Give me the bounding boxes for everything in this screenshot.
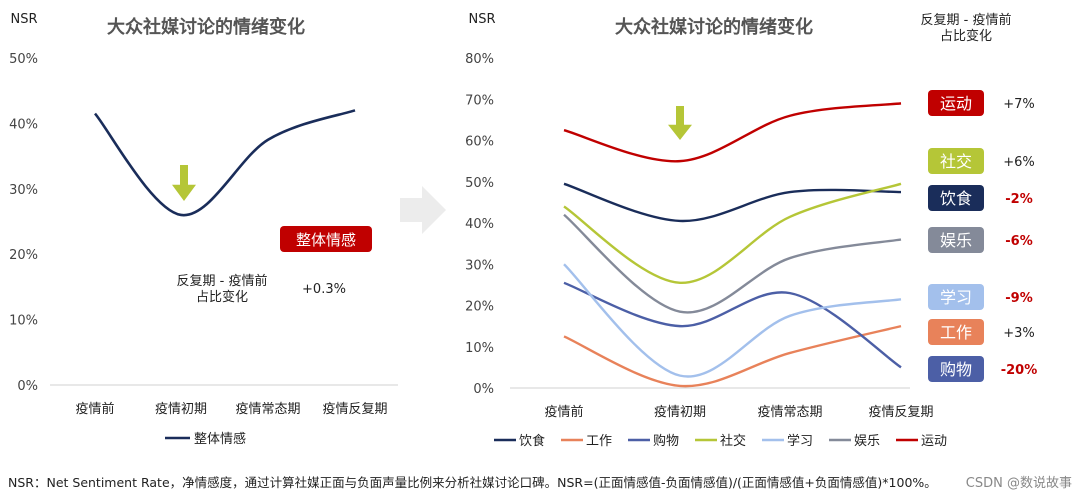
legend-label: 学习 [787,433,813,449]
series-tag: 社交 +6% [928,148,1035,174]
x-tick-label: 疫情初期 [654,404,706,420]
series-line-娱乐 [563,213,902,314]
legend-item: 学习 [762,433,813,449]
x-tick-label: 疫情前 [544,404,583,420]
right-chart: NSR 大众社媒讨论的情绪变化 反复期 - 疫情前占比变化 0% 10% 20% 30% 40… [465,12,1037,449]
series-tag-box [928,319,984,345]
series-line-购物 [563,281,902,369]
series-tag-label: 饮食 [940,189,972,208]
series-tag-label: 社交 [940,152,972,171]
series-tag-change: +3% [1003,326,1035,341]
series-tag: 工作 +3% [928,319,1035,345]
series-tag-box [928,284,984,310]
change-value: +0.3% [302,282,346,297]
watermark: CSDN @数说故事 [965,476,1072,491]
series-tag: 娱乐 -6% [928,227,1033,253]
y-tick-label: 30% [9,183,38,198]
series-line-社交 [563,182,902,285]
series-tag: 学习 -9% [928,284,1033,310]
change-header: 反复期 - 疫情前占比变化 [921,12,1012,44]
series-tag: 饮食 -2% [928,185,1033,211]
legend-label: 整体情感 [194,431,246,447]
y-tick-label: 40% [465,217,494,232]
y-tick-label: 0% [473,382,494,397]
series-tag-change: -20% [1001,363,1038,378]
y-tick-label: 20% [465,300,494,315]
y-axis-label: NSR [468,12,495,27]
legend-item: 工作 [561,434,612,449]
footer-note: NSR：Net Sentiment Rate，净情感度，通过计算社媒正面与负面声… [8,475,937,490]
series-tag-label: 运动 [940,94,972,113]
y-tick-label: 10% [465,341,494,356]
legend-item: 社交 [695,433,746,449]
y-tick-label: 50% [465,176,494,191]
series-tag-label: 学习 [940,288,972,307]
series-line-运动 [563,102,902,163]
series-tag: 运动 +7% [928,90,1035,116]
legend-item: 娱乐 [829,434,880,449]
x-tick-label: 疫情常态期 [235,401,300,417]
legend-item: 运动 [896,434,947,449]
y-axis-label: NSR [10,12,37,27]
legend-label: 购物 [653,433,679,449]
x-tick-label: 疫情初期 [155,401,207,417]
y-tick-label: 10% [9,314,38,329]
y-tick-label: 80% [465,52,494,67]
series-tag: 购物 -20% [928,356,1037,382]
chart-title: 大众社媒讨论的情绪变化 [615,16,813,38]
down-arrow-icon [172,165,196,201]
overall-tag-label: 整体情感 [296,231,356,249]
y-tick-label: 70% [465,93,494,108]
legend-label: 运动 [921,434,947,449]
series-tag-box [928,148,984,174]
down-arrow-icon [668,106,692,140]
transition-arrow [400,186,446,234]
x-tick-label: 疫情反复期 [322,401,387,417]
series-line-饮食 [563,182,902,223]
legend-label: 娱乐 [854,434,880,449]
series-tag-box [928,356,984,382]
y-tick-label: 0% [17,379,38,394]
legend-label: 饮食 [519,433,545,449]
legend-label: 工作 [586,434,612,449]
y-tick-label: 20% [9,248,38,263]
series-tag-box [928,90,984,116]
series-tag-change: +7% [1003,97,1035,112]
legend-item: 饮食 [494,433,545,449]
change-label: 反复期 - 疫情前占比变化 [177,273,268,305]
x-tick-label: 疫情反复期 [868,404,933,420]
series-tag-label: 购物 [940,360,972,379]
y-tick-label: 50% [9,52,38,67]
legend-item: 购物 [628,433,679,449]
overall-tag-box [280,226,372,252]
left-chart: NSR 大众社媒讨论的情绪变化 0% 10% 20% 30% 40% 50% 疫情前 疫情初期 疫情… [9,12,398,447]
series-tag-change: -9% [1005,291,1032,306]
y-tick-label: 60% [465,135,494,150]
series-tag-label: 工作 [940,323,972,342]
series-line-学习 [563,263,902,378]
y-tick-label: 30% [465,258,494,273]
legend-label: 社交 [720,433,746,449]
overall-tag: 整体情感 [280,226,372,252]
series-tag-change: -6% [1005,234,1032,249]
series-line-工作 [563,324,902,388]
y-tick-label: 40% [9,117,38,132]
chart-title: 大众社媒讨论的情绪变化 [107,16,305,38]
x-tick-label: 疫情前 [75,401,114,417]
series-tag-change: -2% [1005,192,1032,207]
series-tag-label: 娱乐 [940,231,972,250]
x-tick-label: 疫情常态期 [757,404,822,420]
series-tag-box [928,227,984,253]
series-line-overall [94,109,356,217]
series-tag-box [928,185,984,211]
series-tag-change: +6% [1003,155,1035,170]
